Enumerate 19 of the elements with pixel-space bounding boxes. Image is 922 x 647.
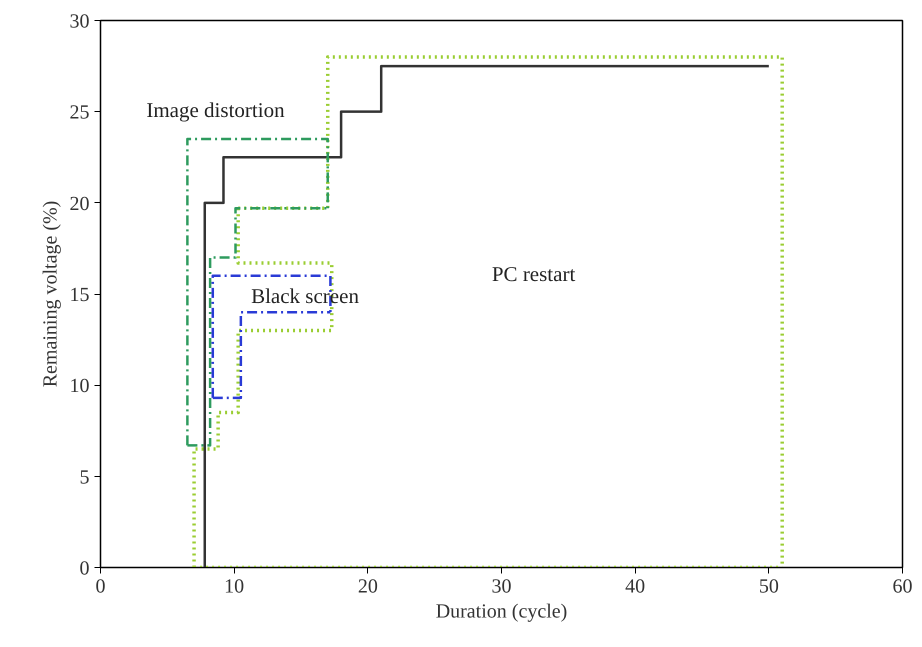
x-tick-label: 10 [224,576,244,598]
x-tick-label: 20 [358,576,378,598]
y-tick-label: 10 [70,375,90,398]
x-tick-label: 60 [892,576,912,598]
y-tick-label: 25 [70,102,90,124]
x-tick-label: 40 [625,576,646,598]
y-tick-label: 30 [70,10,90,32]
x-tick-label: 0 [96,576,106,598]
annotation: Image distortion [146,98,286,122]
x-tick-label: 50 [758,576,779,598]
y-tick-label: 15 [70,284,90,306]
x-axis-title: Duration (cycle) [436,600,568,622]
annotation: PC restart [492,262,576,286]
y-tick-label: 5 [80,466,90,488]
x-tick-label: 30 [492,576,512,598]
y-tick-label: 0 [80,558,90,580]
annotation: Black screen [251,284,360,308]
y-axis-title: Remaining voltage (%) [40,200,62,388]
y-tick-label: 20 [70,192,90,215]
